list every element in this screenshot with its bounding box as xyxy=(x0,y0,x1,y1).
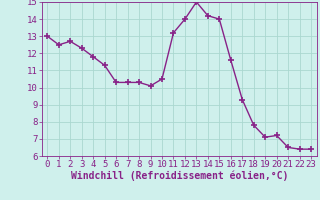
X-axis label: Windchill (Refroidissement éolien,°C): Windchill (Refroidissement éolien,°C) xyxy=(70,171,288,181)
